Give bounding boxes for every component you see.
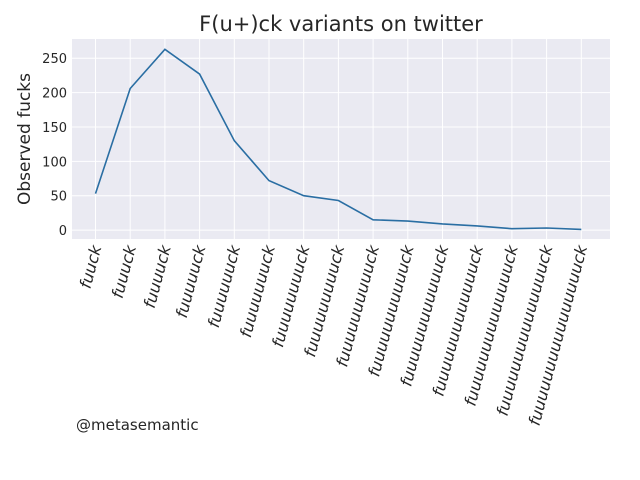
grid-lines [72,39,610,239]
chart-title: F(u+)ck variants on twitter [199,12,483,36]
y-tick-label: 250 [42,52,67,67]
x-tick-label: fuuuuuck [172,242,210,319]
plot-area [72,39,610,239]
y-tick-label: 100 [42,155,67,170]
y-tick-label: 50 [50,190,67,205]
x-tick-label: fuuuuck [140,242,175,310]
x-tick-labels: fuuck fuuuck fuuuuckfuuuuuckfuuuuuuckfuuuu… [76,242,592,427]
y-tick-labels: 0 50 100 150 200 250 [42,52,67,239]
x-tick-label: fuuuck [108,242,141,300]
x-tick-label: fuuuuuuck [204,242,244,329]
y-tick-label: 200 [42,87,67,102]
y-tick-label: 150 [42,121,67,136]
author-credit: @metasemantic [76,416,199,434]
y-axis-label: Observed fucks [15,73,35,205]
x-tick-label: fuuck [76,242,106,290]
series-line [94,48,582,231]
y-tick-label: 0 [59,224,67,239]
